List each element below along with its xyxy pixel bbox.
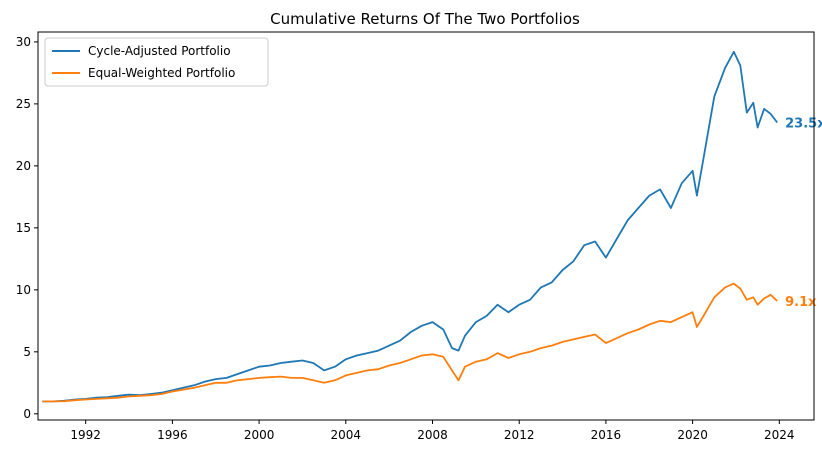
y-tick-label: 25: [16, 97, 31, 111]
x-tick-label: 2016: [591, 428, 622, 442]
x-tick-label: 2024: [764, 428, 795, 442]
legend-box: [44, 37, 269, 87]
y-tick-label: 0: [23, 407, 31, 421]
x-tick-label: 2020: [677, 428, 708, 442]
plot-series: [42, 50, 778, 403]
y-tick-label: 15: [16, 221, 31, 235]
x-tick-label: 1996: [157, 428, 188, 442]
legend-label: Cycle-Adjusted Portfolio: [88, 44, 231, 58]
series-line-cycle-adjusted: [42, 50, 778, 403]
x-tick-label: 1992: [70, 428, 101, 442]
y-tick-label: 30: [16, 35, 31, 49]
x-tick-label: 2012: [504, 428, 535, 442]
series-line-equal-weighted: [42, 282, 778, 403]
legend: Cycle-Adjusted Portfolio Equal-Weighted P…: [44, 37, 269, 87]
x-tick-label: 2008: [417, 428, 448, 442]
x-tick-label: 2000: [244, 428, 275, 442]
chart-title: Cumulative Returns Of The Two Portfolios: [270, 10, 580, 28]
y-tick-label: 5: [23, 345, 31, 359]
y-axis: 0 5 10 15 20 25 30: [16, 35, 38, 421]
x-tick-label: 2004: [331, 428, 362, 442]
legend-label: Equal-Weighted Portfolio: [88, 66, 235, 80]
end-value-label: 23.5x: [785, 116, 822, 131]
y-tick-label: 20: [16, 159, 31, 173]
end-value-label: 9.1x: [785, 295, 817, 310]
end-labels: 23.5x 9.1x: [785, 116, 822, 310]
x-axis: 1992 1996 2000 2004 2008 2012 2016 2020 2024: [70, 420, 795, 442]
y-tick-label: 10: [16, 283, 31, 297]
plot-frame: [37, 31, 815, 421]
